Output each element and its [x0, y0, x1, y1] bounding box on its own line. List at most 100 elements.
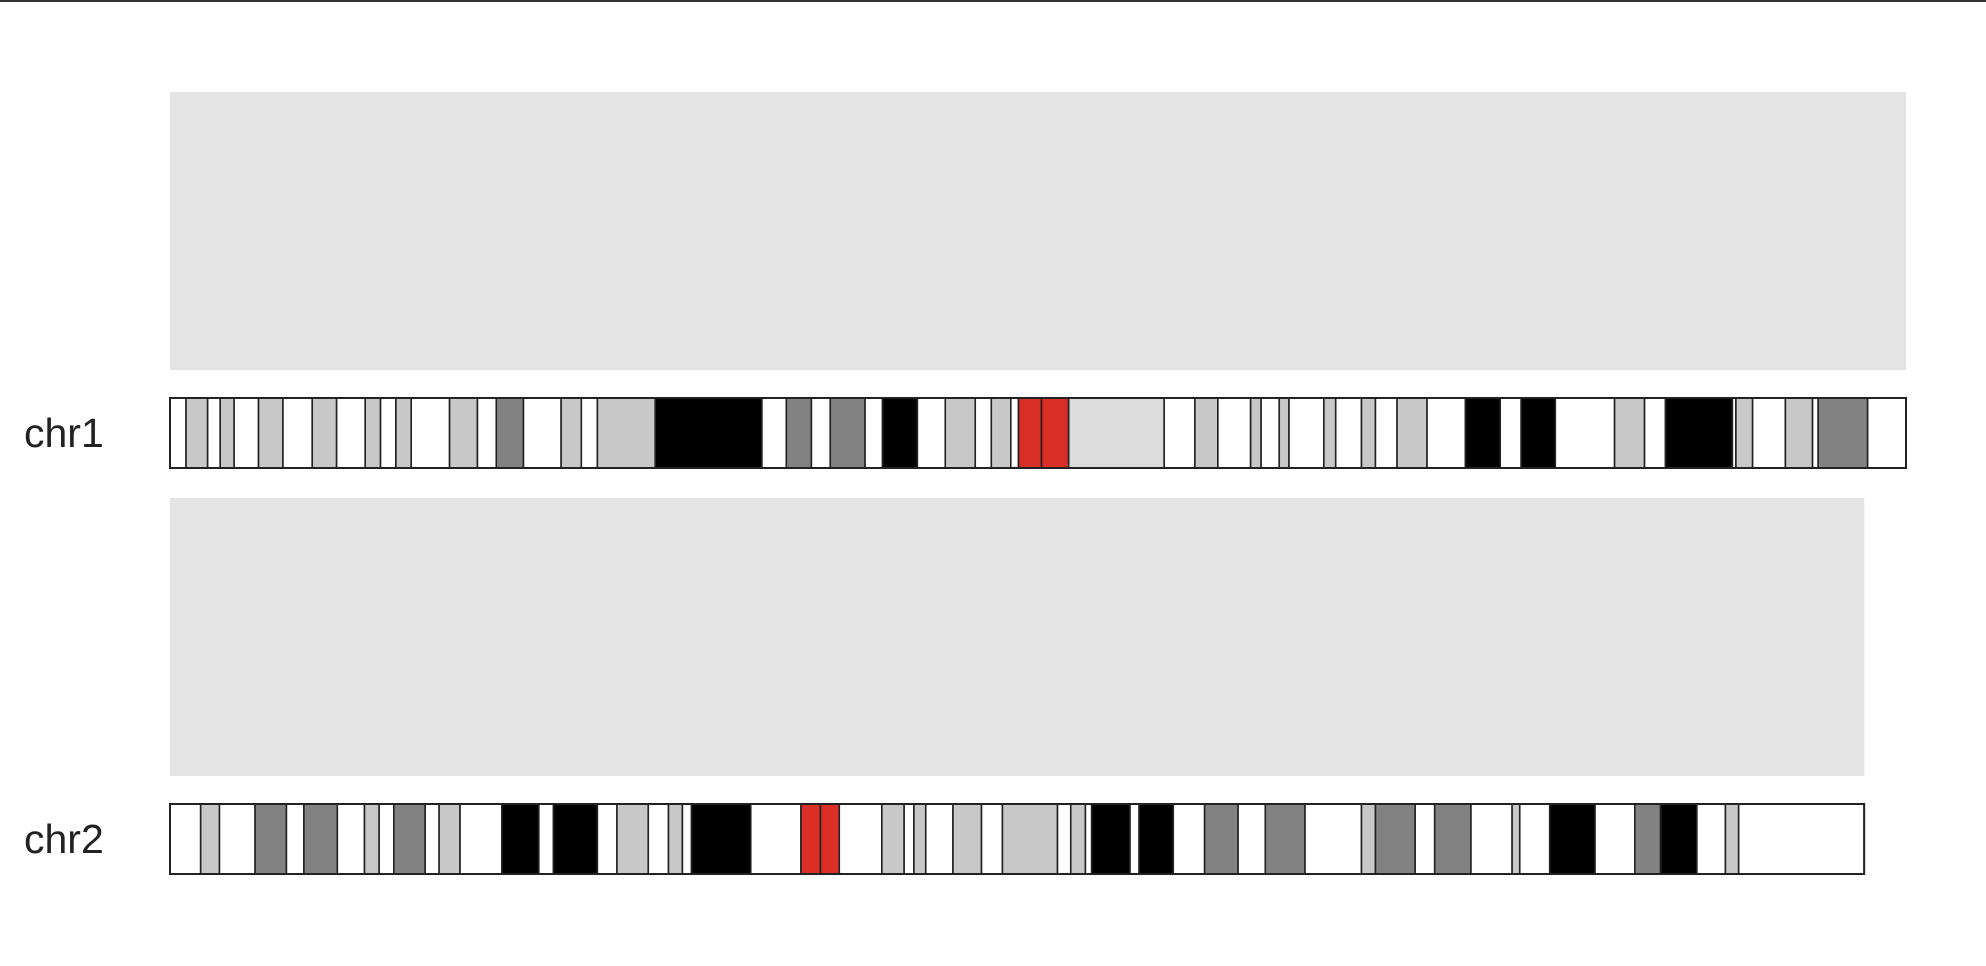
band-chr2-15 [552, 803, 599, 875]
band-chr2-16 [596, 803, 618, 875]
band-chr1-44 [1360, 397, 1377, 469]
band-chr1-36 [1194, 397, 1219, 469]
band-chr1-51 [1554, 397, 1616, 469]
band-chr1-31 [1010, 397, 1020, 469]
band-chr1-49 [1499, 397, 1522, 469]
band-chr2-21 [690, 803, 752, 875]
band-chr2-56 [1724, 803, 1740, 875]
band-chr2-41 [1237, 803, 1267, 875]
band-chr2-31 [980, 803, 1004, 875]
band-chr2-42 [1264, 803, 1306, 875]
band-chr2-11 [438, 803, 461, 875]
band-chr1-19 [596, 397, 657, 469]
band-chr1-21 [761, 397, 788, 469]
band-chr2-35 [1084, 803, 1093, 875]
band-chr2-22 [749, 803, 802, 875]
band-chr2-54 [1659, 803, 1698, 875]
band-chr1-18 [580, 397, 599, 469]
band-chr2-24 [819, 803, 841, 875]
band-chr1-22 [785, 397, 813, 469]
band-chr1-34 [1067, 397, 1165, 469]
chromosome-label-chr1: chr1 [24, 410, 104, 456]
band-chr2-44 [1360, 803, 1377, 875]
band-chr2-33 [1056, 803, 1072, 875]
band-chr2-8 [378, 803, 395, 875]
band-chr1-13 [448, 397, 479, 469]
band-chr2-53 [1633, 803, 1662, 875]
band-chr1-38 [1249, 397, 1262, 469]
band-chr1-14 [476, 397, 498, 469]
band-chr1-5 [257, 397, 284, 469]
band-chr1-32 [1017, 397, 1043, 469]
band-chr1-42 [1323, 397, 1337, 469]
band-chr1-2 [206, 397, 221, 469]
band-chr1-15 [495, 397, 525, 469]
band-chr2-17 [616, 803, 650, 875]
band-chr2-14 [538, 803, 555, 875]
top-border [0, 0, 1986, 2]
band-chr1-43 [1334, 397, 1363, 469]
band-chr1-26 [881, 397, 919, 469]
band-chr1-30 [990, 397, 1012, 469]
band-chr2-0 [169, 803, 202, 875]
band-chr2-37 [1129, 803, 1140, 875]
band-chr1-0 [169, 397, 187, 469]
band-chr2-25 [838, 803, 883, 875]
band-chr2-18 [647, 803, 670, 875]
chromosome-label-chr2: chr2 [24, 816, 104, 862]
band-chr2-36 [1090, 803, 1131, 875]
band-chr1-47 [1426, 397, 1467, 469]
band-chr2-48 [1470, 803, 1513, 875]
band-chr1-20 [654, 397, 763, 469]
band-chr1-24 [829, 397, 866, 469]
band-chr2-51 [1548, 803, 1596, 875]
band-chr1-12 [410, 397, 451, 469]
band-chr1-28 [944, 397, 977, 469]
band-chr2-34 [1069, 803, 1087, 875]
band-chr2-12 [459, 803, 503, 875]
track-panel-chr1 [170, 92, 1906, 370]
band-chr1-50 [1520, 397, 1557, 469]
band-chr2-28 [913, 803, 927, 875]
band-chr2-29 [924, 803, 954, 875]
band-chr1-33 [1040, 397, 1070, 469]
band-chr2-32 [1001, 803, 1059, 875]
band-chr1-9 [364, 397, 382, 469]
band-chr2-45 [1374, 803, 1416, 875]
band-chr1-56 [1735, 397, 1754, 469]
band-chr2-30 [952, 803, 983, 875]
band-chr1-27 [916, 397, 947, 469]
band-chr1-60 [1817, 397, 1869, 469]
band-chr2-43 [1304, 803, 1363, 875]
band-chr1-23 [810, 397, 832, 469]
band-chr1-48 [1464, 397, 1502, 469]
band-chr1-35 [1163, 397, 1196, 469]
band-chr1-57 [1751, 397, 1787, 469]
band-chr2-6 [336, 803, 366, 875]
band-chr1-41 [1288, 397, 1325, 469]
band-chr1-61 [1866, 397, 1907, 469]
band-chr2-1 [199, 803, 221, 875]
band-chr1-17 [560, 397, 583, 469]
band-chr1-4 [233, 397, 260, 469]
band-chr2-4 [285, 803, 305, 875]
band-chr2-26 [881, 803, 905, 875]
band-chr1-11 [395, 397, 413, 469]
band-chr2-20 [681, 803, 693, 875]
band-chr2-5 [303, 803, 339, 875]
band-chr1-59 [1811, 397, 1819, 469]
band-chr2-50 [1518, 803, 1551, 875]
band-chr1-7 [311, 397, 338, 469]
band-chr2-27 [903, 803, 915, 875]
band-chr1-53 [1643, 397, 1667, 469]
band-chr2-7 [363, 803, 380, 875]
band-chr1-40 [1278, 397, 1290, 469]
band-chr1-25 [864, 397, 884, 469]
band-chr1-8 [335, 397, 367, 469]
chromosome-chr1: chr1 [24, 92, 1907, 469]
band-chr1-16 [522, 397, 562, 469]
band-chr1-52 [1613, 397, 1646, 469]
band-chr1-3 [219, 397, 235, 469]
chromosome-chr2: chr2 [24, 498, 1866, 875]
